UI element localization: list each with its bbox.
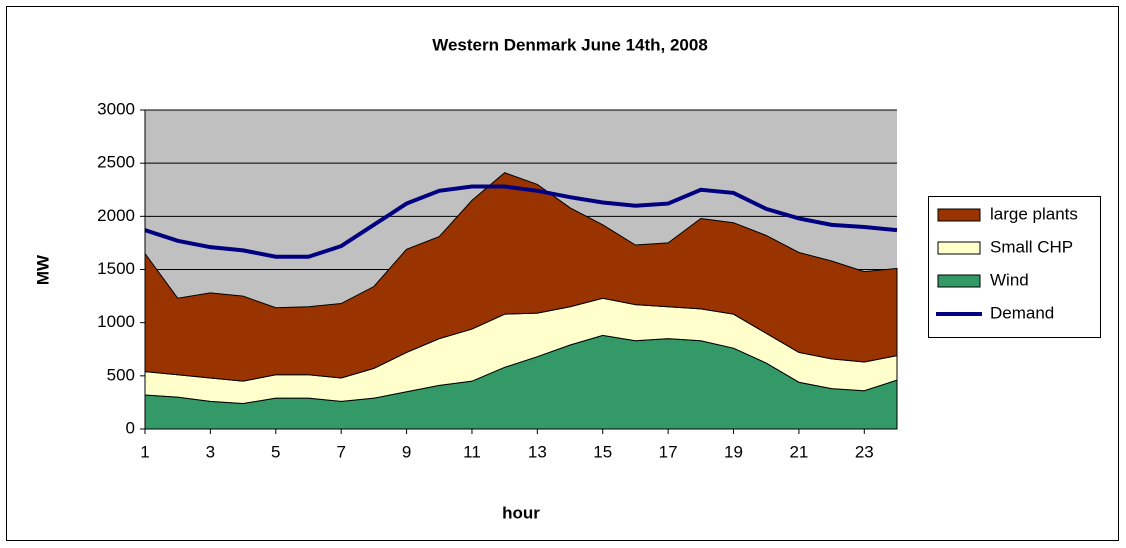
x-tick-label: 15 bbox=[593, 442, 612, 461]
y-tick-label: 1000 bbox=[97, 312, 135, 331]
legend-label: large plants bbox=[990, 204, 1078, 223]
legend-label: Demand bbox=[990, 303, 1054, 322]
x-tick-label: 23 bbox=[855, 442, 874, 461]
chart-title: Western Denmark June 14th, 2008 bbox=[432, 35, 708, 54]
x-tick-label: 13 bbox=[528, 442, 547, 461]
x-tick-label: 1 bbox=[140, 442, 149, 461]
y-tick-label: 1500 bbox=[97, 259, 135, 278]
y-tick-label: 3000 bbox=[97, 99, 135, 118]
x-tick-label: 17 bbox=[659, 442, 678, 461]
legend-swatch bbox=[937, 241, 981, 255]
legend-swatch bbox=[937, 274, 981, 288]
x-tick-label: 19 bbox=[724, 442, 743, 461]
x-axis-label: hour bbox=[502, 503, 540, 522]
y-tick-label: 2000 bbox=[97, 206, 135, 225]
y-tick-label: 0 bbox=[126, 418, 135, 437]
y-tick-label: 2500 bbox=[97, 153, 135, 172]
legend-label: Small CHP bbox=[990, 237, 1073, 256]
x-tick-label: 5 bbox=[271, 442, 280, 461]
legend-swatch bbox=[937, 208, 981, 222]
x-tick-label: 21 bbox=[789, 442, 808, 461]
x-tick-label: 11 bbox=[463, 442, 481, 461]
area bbox=[144, 172, 898, 382]
x-tick-label: 7 bbox=[336, 442, 345, 461]
x-tick-label: 3 bbox=[206, 442, 215, 461]
y-tick-label: 500 bbox=[107, 365, 135, 384]
legend-label: Wind bbox=[990, 270, 1029, 289]
line bbox=[144, 184, 898, 259]
y-axis-label: MW bbox=[33, 254, 52, 285]
x-tick-label: 9 bbox=[402, 442, 411, 461]
